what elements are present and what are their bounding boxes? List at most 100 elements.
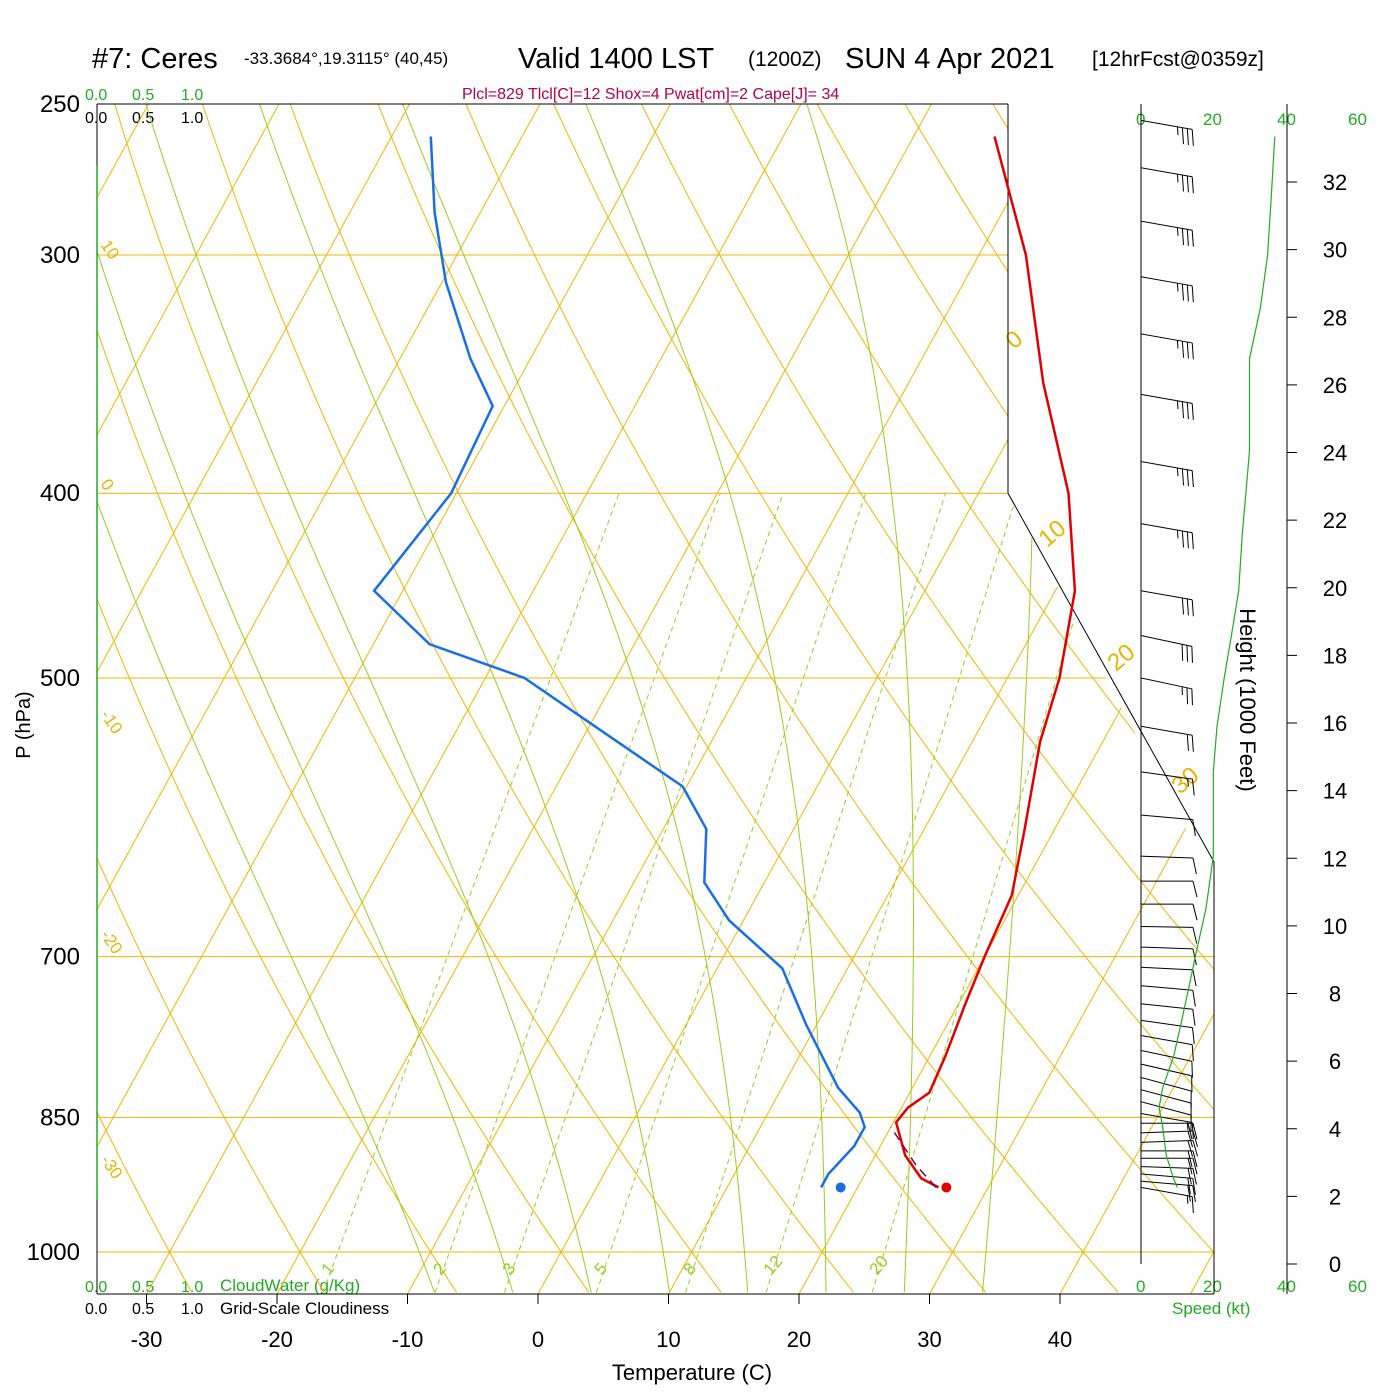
wind-speed-tick-bottom-0: 0 [1136, 1277, 1145, 1296]
wind-barb-staff [1140, 725, 1193, 736]
axis-ticks: -30 -20 -10 0 10 20 30 402503004005007008501000… [27, 91, 1348, 1352]
mixing-ratio-12 [765, 493, 1018, 1293]
wind-barb-staff [1140, 1130, 1193, 1134]
wind-speed-tick-bottom-1: 20 [1203, 1277, 1222, 1296]
wind-barb-staff [1140, 814, 1193, 821]
height-tick-label-18: 18 [1323, 643, 1347, 668]
wind-barb-staff [1140, 1140, 1193, 1143]
wind-barb [1140, 855, 1197, 875]
x-axis-title: Temperature (C) [612, 1360, 772, 1385]
wind-barb [1140, 814, 1196, 836]
wind-barb-feather [1181, 644, 1184, 661]
p-tick-label-1000: 1000 [27, 1239, 80, 1266]
moist-adiabat-4 [135, 104, 592, 1293]
wind-barb-half-feather [1186, 1121, 1189, 1130]
wind-barb-feather [1187, 1123, 1193, 1140]
isotherm-label-right-0: 0 [1001, 325, 1029, 354]
wind-barb [1140, 1003, 1196, 1026]
series-temperature-line [894, 136, 1077, 1189]
mixing-ratio-label-20: 20 [865, 1252, 892, 1279]
isotherm-30 [929, 104, 1214, 1294]
wind-barb [1140, 1101, 1192, 1132]
wind-speed-tick-top-2: 40 [1277, 110, 1296, 129]
cloudiness-bottom-2: 1.0 [181, 1301, 203, 1318]
wind-barb [1140, 1113, 1194, 1140]
frame [96, 103, 1288, 1295]
wind-barb-staff [1140, 771, 1193, 780]
wind-barb-feather [1192, 1158, 1198, 1175]
wind-barb [1140, 771, 1195, 796]
cloudiness-bottom-1: 0.5 [132, 1301, 154, 1318]
height-tick-label-8: 8 [1329, 982, 1341, 1007]
wind-speed-line [1158, 136, 1276, 1188]
wind-speed-profile [1158, 136, 1276, 1188]
wind-barb-half-feather [1176, 340, 1179, 349]
wind-barb-feather [1192, 857, 1197, 875]
dry-adiabat--10 [97, 104, 458, 1293]
wind-barb-half-feather [1176, 530, 1179, 539]
title-coords: -33.3684°,19.3115° (40,45) [244, 49, 448, 68]
data-series [372, 136, 1077, 1193]
mixing-ratio-label-8: 8 [679, 1259, 700, 1278]
wind-barb-staff [1140, 276, 1193, 287]
isotherm-50 [1190, 104, 1214, 1294]
wind-barb-feather [1181, 468, 1185, 486]
cloudwater-top-0: 0.0 [85, 87, 107, 104]
wind-barb-feather [1191, 176, 1194, 194]
height-tick-label-22: 22 [1323, 508, 1347, 533]
dry-adiabat-120 [1058, 104, 1214, 1293]
wind-barb-half-feather [1186, 1195, 1189, 1204]
dry-adiabat-40 [364, 104, 1119, 1293]
moist-adiabat-22 [571, 104, 827, 1293]
mixing-ratio-5 [596, 493, 867, 1293]
wind-speed-tick-bottom-2: 40 [1277, 1277, 1296, 1296]
wind-barb-feather [1181, 228, 1185, 245]
wind-barb [1140, 1186, 1194, 1213]
wind-barb-staff [1140, 220, 1193, 231]
dry-adiabat--30 [97, 104, 193, 1293]
isotherm--60 [97, 104, 410, 1294]
wind-barb-feather [1187, 1158, 1193, 1175]
wind-barb-feather [1181, 598, 1185, 615]
wind-barb-staff [1140, 635, 1192, 647]
wind-barb-feather [1192, 881, 1198, 898]
dry-adiabat-130 [1145, 104, 1214, 1293]
isotherm-40 [1059, 104, 1214, 1294]
wind-barb-staff [1140, 1035, 1193, 1046]
wind-barb-feather [1181, 530, 1185, 548]
surface-dewpoint-point [835, 1182, 846, 1193]
dry-adiabat--20 [97, 104, 325, 1293]
height-tick-label-26: 26 [1323, 373, 1347, 398]
wind-barb [1140, 333, 1194, 360]
p-tick-label-250: 250 [40, 91, 80, 118]
wind-barb-half-feather [1176, 174, 1179, 183]
wind-barbs [1140, 119, 1199, 1213]
wind-barb-staff [1140, 119, 1193, 130]
y2-axis-title: Height (1000 Feet) [1235, 608, 1260, 791]
wind-barb-feather [1191, 735, 1194, 752]
wind-barb-feather [1181, 127, 1185, 145]
height-tick-label-20: 20 [1323, 576, 1347, 601]
cloudiness-top-0: 0.0 [85, 110, 107, 127]
wind-barb-feather [1187, 1177, 1191, 1195]
wind-barb-half-feather [1176, 400, 1179, 410]
wind-barb-feather [1186, 645, 1189, 662]
dry-adiabat-10 [103, 104, 722, 1293]
moist-adiabat-16 [389, 104, 749, 1293]
cloudiness-label: Grid-Scale Cloudiness [220, 1299, 389, 1318]
p-tick-label-700: 700 [40, 944, 80, 971]
wind-barb-feather [1192, 1009, 1196, 1026]
mixing-ratio-label-3: 3 [499, 1259, 520, 1278]
wind-barb [1140, 1049, 1193, 1078]
wind-barb-staff [1140, 167, 1193, 178]
wind-barb-feather [1186, 284, 1189, 302]
wind-barb-staff [1140, 677, 1192, 690]
wind-barb-staff [1140, 590, 1193, 601]
wind-barb [1140, 966, 1197, 987]
wind-barb-feather [1181, 341, 1185, 358]
isotherm-label-right-20: 20 [1103, 639, 1141, 677]
dry-adiabat-50 [451, 104, 1214, 1293]
wind-barb-half-feather [1176, 126, 1179, 136]
wind-barb-feather [1192, 904, 1198, 921]
